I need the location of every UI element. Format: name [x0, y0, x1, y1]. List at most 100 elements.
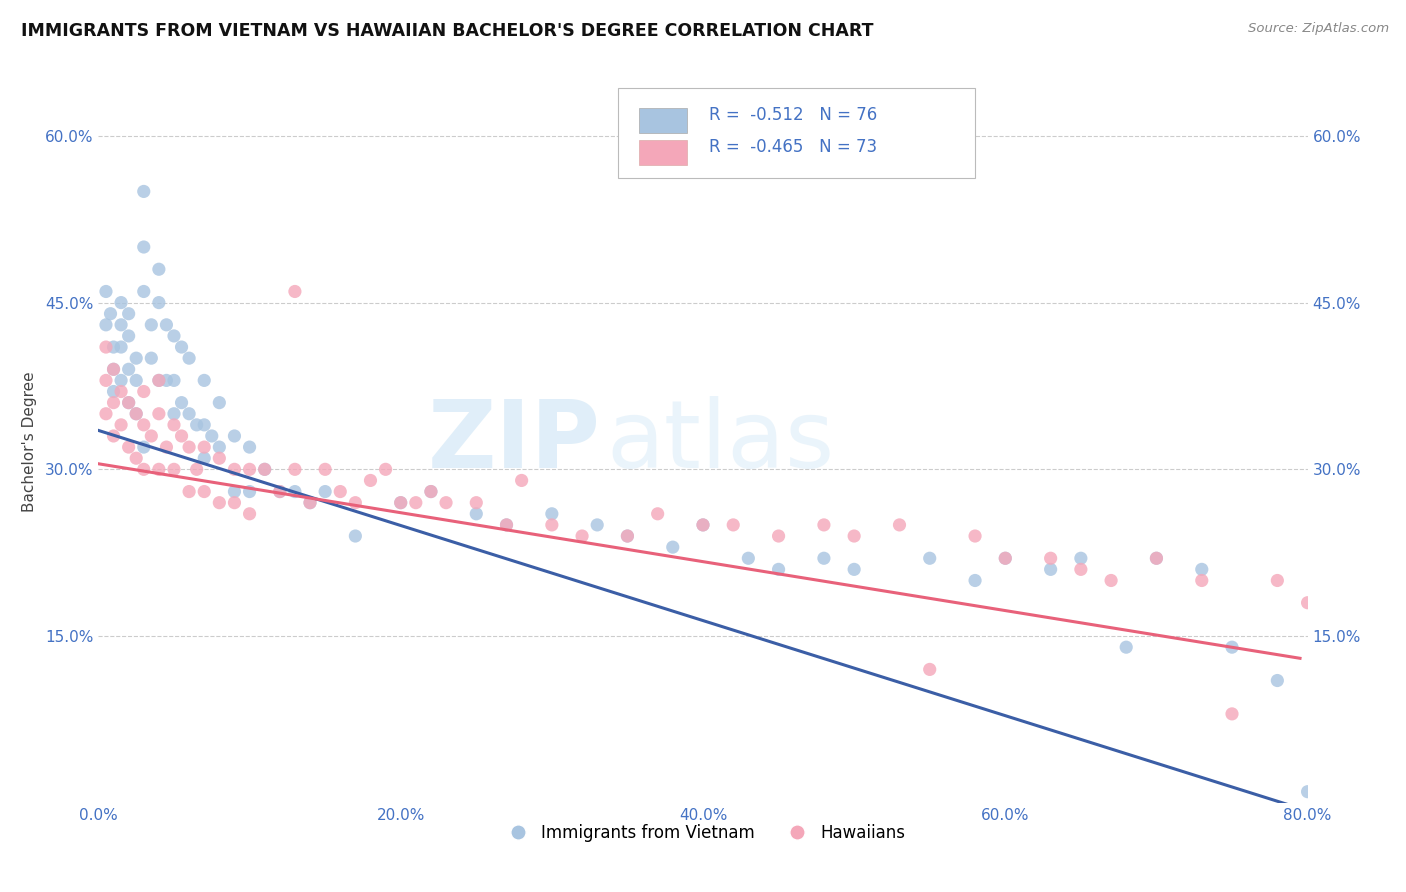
Point	[344, 496, 367, 510]
Point	[103, 340, 125, 354]
Point	[284, 484, 307, 499]
FancyBboxPatch shape	[638, 140, 688, 165]
Point	[155, 318, 177, 332]
Point	[125, 373, 148, 387]
Point	[132, 384, 155, 399]
Point	[103, 395, 125, 409]
Point	[148, 373, 170, 387]
Point	[132, 240, 155, 254]
Point	[163, 417, 186, 432]
Text: Source: ZipAtlas.com: Source: ZipAtlas.com	[1249, 22, 1389, 36]
Point	[269, 484, 291, 499]
Point	[179, 440, 201, 454]
Point	[495, 517, 517, 532]
Point	[179, 484, 201, 499]
Point	[208, 496, 231, 510]
Point	[1327, 607, 1350, 621]
Point	[118, 395, 141, 409]
Point	[94, 340, 117, 354]
Point	[540, 517, 562, 532]
Point	[186, 462, 208, 476]
Point	[1144, 551, 1167, 566]
Point	[141, 351, 163, 366]
Point	[170, 340, 193, 354]
Point	[193, 417, 215, 432]
Point	[1039, 551, 1062, 566]
Point	[224, 462, 246, 476]
Point	[420, 484, 443, 499]
Point	[193, 373, 215, 387]
Point	[965, 574, 987, 588]
Point	[170, 395, 193, 409]
Point	[110, 384, 132, 399]
Point	[434, 496, 457, 510]
Point	[661, 540, 683, 554]
Point	[344, 529, 367, 543]
Point	[163, 329, 186, 343]
Point	[148, 373, 170, 387]
Point	[571, 529, 593, 543]
Point	[224, 496, 246, 510]
Point	[889, 517, 911, 532]
Point	[1296, 785, 1319, 799]
Point	[510, 474, 533, 488]
Point	[768, 562, 790, 576]
Legend: Immigrants from Vietnam, Hawaiians: Immigrants from Vietnam, Hawaiians	[495, 817, 911, 848]
Point	[647, 507, 669, 521]
Point	[616, 529, 638, 543]
Point	[1220, 640, 1243, 655]
Point	[110, 373, 132, 387]
Text: IMMIGRANTS FROM VIETNAM VS HAWAIIAN BACHELOR'S DEGREE CORRELATION CHART: IMMIGRANTS FROM VIETNAM VS HAWAIIAN BACH…	[21, 22, 873, 40]
Point	[374, 462, 396, 476]
Text: atlas: atlas	[606, 395, 835, 488]
Point	[186, 417, 208, 432]
Point	[103, 362, 125, 376]
Point	[118, 329, 141, 343]
Point	[1099, 574, 1122, 588]
Point	[132, 417, 155, 432]
Point	[692, 517, 714, 532]
Text: ZIP: ZIP	[427, 395, 600, 488]
Point	[253, 462, 276, 476]
Point	[239, 507, 262, 521]
Point	[239, 484, 262, 499]
Point	[269, 484, 291, 499]
Point	[179, 351, 201, 366]
Point	[1039, 562, 1062, 576]
Point	[965, 529, 987, 543]
Point	[125, 407, 148, 421]
Point	[994, 551, 1017, 566]
Point	[1267, 673, 1289, 688]
Point	[405, 496, 427, 510]
Point	[253, 462, 276, 476]
Point	[284, 285, 307, 299]
Point	[1115, 640, 1137, 655]
Point	[360, 474, 382, 488]
Point	[420, 484, 443, 499]
Point	[994, 551, 1017, 566]
Point	[1070, 562, 1092, 576]
Point	[1267, 574, 1289, 588]
Point	[1296, 596, 1319, 610]
Point	[329, 484, 352, 499]
Point	[224, 484, 246, 499]
Point	[692, 517, 714, 532]
Point	[389, 496, 412, 510]
Point	[100, 307, 122, 321]
Point	[94, 373, 117, 387]
Point	[239, 462, 262, 476]
Point	[148, 407, 170, 421]
Point	[141, 429, 163, 443]
Point	[208, 451, 231, 466]
Point	[768, 529, 790, 543]
Point	[844, 529, 866, 543]
Point	[132, 185, 155, 199]
Point	[1144, 551, 1167, 566]
Point	[465, 507, 488, 521]
Point	[170, 429, 193, 443]
Point	[314, 462, 336, 476]
Point	[94, 407, 117, 421]
Point	[118, 362, 141, 376]
Point	[94, 318, 117, 332]
Point	[103, 362, 125, 376]
